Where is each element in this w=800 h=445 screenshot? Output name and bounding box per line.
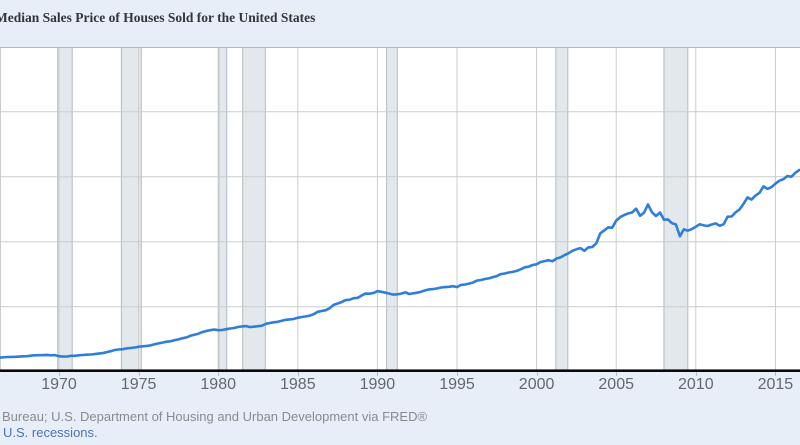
recession-band — [555, 48, 568, 370]
x-axis-tick — [138, 372, 140, 376]
x-axis-tick — [536, 372, 538, 376]
x-axis-label: 1990 — [359, 376, 396, 393]
x-axis-tick — [695, 372, 697, 376]
x-axis-line — [0, 369, 800, 372]
x-axis-tick — [616, 372, 618, 376]
recession-band — [121, 48, 142, 370]
recession-band — [242, 48, 266, 370]
chart-footer: Bureau; U.S. Department of Housing and U… — [0, 405, 800, 445]
x-axis-tick — [377, 372, 379, 376]
source-text: Bureau; U.S. Department of Housing and U… — [2, 409, 428, 424]
plot-area[interactable] — [0, 47, 800, 372]
price-line — [0, 168, 800, 359]
x-axis-tick — [218, 372, 220, 376]
x-axis-tick — [775, 372, 777, 376]
x-axis-tick — [59, 372, 60, 376]
recession-band — [218, 48, 227, 370]
x-axis-label: 1975 — [120, 376, 157, 393]
x-axis-label: 1970 — [41, 376, 77, 393]
x-axis-label: 2005 — [598, 376, 634, 393]
x-axis-tick — [457, 372, 458, 376]
x-axis-label: 1985 — [280, 376, 316, 393]
x-axis-label: 2000 — [518, 376, 555, 393]
x-axis-tick — [297, 372, 299, 376]
chart-title: Median Sales Price of Houses Sold for th… — [0, 10, 316, 25]
recessions-link[interactable]: U.S. recessions. — [3, 424, 98, 440]
chart-header: Median Sales Price of Houses Sold for th… — [0, 0, 800, 47]
recession-band — [663, 48, 688, 370]
x-axis-label: 2015 — [757, 376, 794, 393]
recession-band — [57, 48, 73, 370]
x-axis-label: 1995 — [439, 376, 475, 393]
recession-band — [386, 48, 398, 370]
x-axis-label: 1980 — [200, 376, 236, 393]
x-axis-label: 2010 — [678, 376, 714, 393]
